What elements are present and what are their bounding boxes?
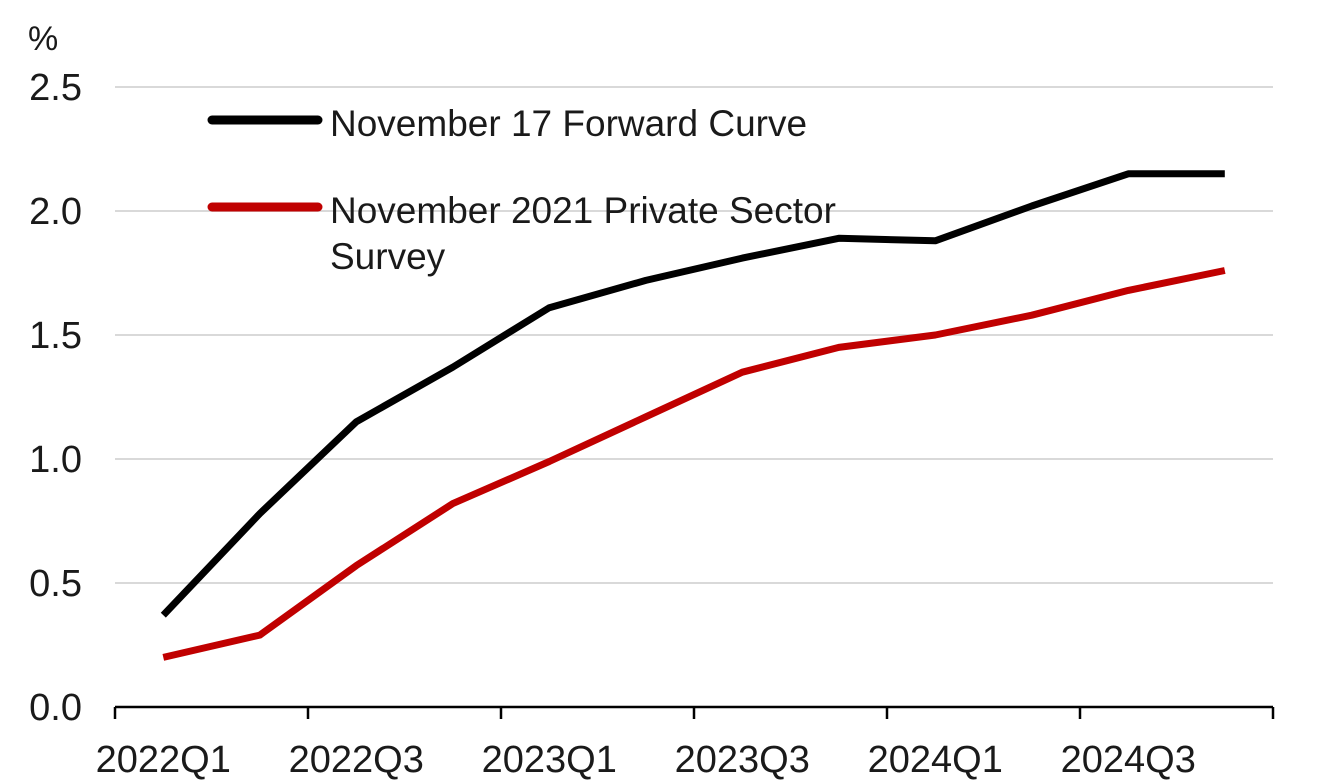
x-tick-label: 2024Q3: [1061, 739, 1196, 780]
y-tick-label: 0.5: [29, 563, 82, 605]
y-tick-label: 1.0: [29, 439, 82, 481]
x-tick-label: 2024Q1: [868, 739, 1003, 780]
y-tick-label: 1.5: [29, 315, 82, 357]
y-tick-label: 2.5: [29, 67, 82, 109]
series-line-1: [160, 170, 1225, 618]
series-line-2: [162, 267, 1226, 661]
legend-label-2: November 2021 Private Sector Survey: [330, 190, 836, 277]
x-tick-label: 2022Q3: [289, 739, 424, 780]
x-axis: 2022Q1 2022Q3 2023Q1 2023Q3 2024Q1 2024Q3: [96, 705, 1275, 780]
legend-label-1: November 17 Forward Curve: [330, 103, 807, 144]
y-tick-label: 0.0: [29, 687, 82, 729]
x-tick-label: 2023Q3: [675, 739, 810, 780]
y-tick-label: 2.0: [29, 191, 82, 233]
series-lines: [160, 170, 1226, 661]
y-axis: % 0.0 0.5 1.0 1.5 2.0 2.5: [28, 20, 82, 729]
y-axis-unit-label: %: [28, 20, 58, 58]
legend: November 17 Forward Curve November 2021 P…: [207, 103, 836, 277]
x-tick-label: 2022Q1: [96, 739, 231, 780]
x-tick-label: 2023Q1: [482, 739, 617, 780]
gridlines: [115, 86, 1273, 584]
